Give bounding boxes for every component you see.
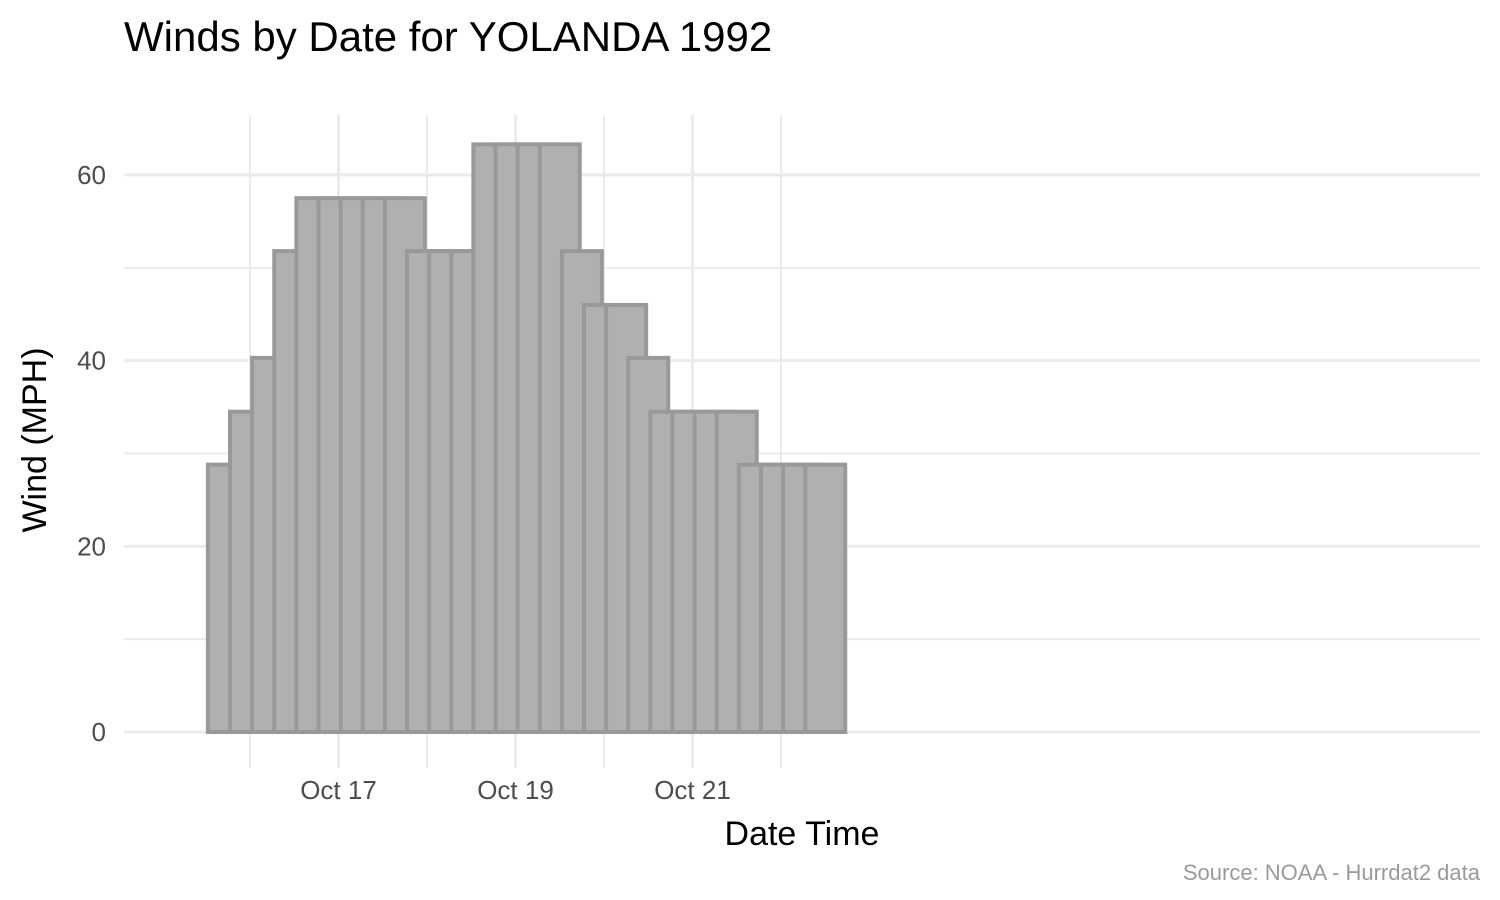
source-caption: Source: NOAA - Hurrdat2 data [1183, 860, 1481, 885]
x-tick-label: Oct 19 [477, 775, 554, 805]
x-tick-label: Oct 17 [300, 775, 377, 805]
bars [205, 142, 848, 735]
chart-title: Winds by Date for YOLANDA 1992 [124, 13, 772, 60]
x-tick-label: Oct 21 [654, 775, 731, 805]
y-tick-label: 20 [77, 531, 106, 561]
y-axis-ticks: 0 20 40 60 [77, 160, 106, 747]
y-tick-label: 60 [77, 160, 106, 190]
x-axis-ticks: Oct 17 Oct 19 Oct 21 [300, 775, 731, 805]
y-axis-title: Wind (MPH) [16, 347, 54, 532]
bar [803, 462, 848, 734]
y-tick-label: 0 [92, 717, 106, 747]
y-tick-label: 40 [77, 346, 106, 376]
x-axis-title: Date Time [725, 815, 880, 853]
